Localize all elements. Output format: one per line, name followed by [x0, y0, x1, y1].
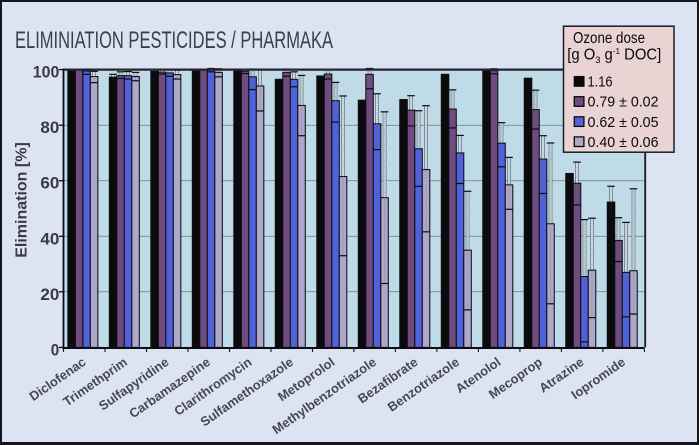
svg-text:[g O3 g-1 DOC]: [g O3 g-1 DOC] [567, 46, 661, 66]
svg-text:Benzotriazole: Benzotriazole [385, 354, 462, 414]
svg-text:0.79 ± 0.02: 0.79 ± 0.02 [588, 94, 659, 111]
svg-text:100: 100 [33, 63, 60, 82]
svg-text:Ozone dose: Ozone dose [573, 30, 645, 47]
svg-text:0.62 ± 0.05: 0.62 ± 0.05 [588, 114, 659, 131]
svg-text:40: 40 [40, 229, 59, 248]
svg-text:20: 20 [40, 285, 59, 304]
svg-text:60: 60 [40, 174, 59, 193]
svg-text:0.40 ± 0.06: 0.40 ± 0.06 [588, 134, 659, 151]
svg-text:Elimination [%]: Elimination [%] [14, 142, 31, 258]
svg-text:0: 0 [51, 340, 60, 359]
svg-text:80: 80 [40, 118, 59, 137]
svg-text:1.16: 1.16 [588, 74, 613, 91]
svg-text:ELIMINIATION PESTICIDES / PHAR: ELIMINIATION PESTICIDES / PHARMAKA [15, 27, 333, 54]
